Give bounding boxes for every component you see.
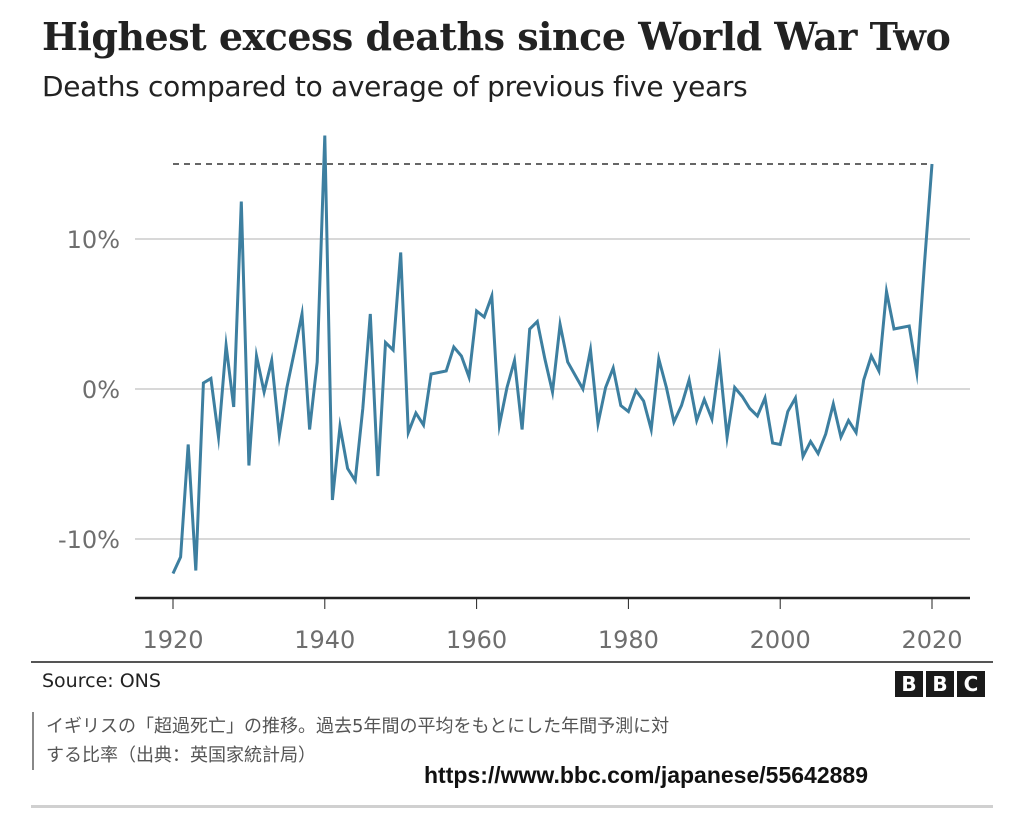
caption-line: イギリスの「超過死亡」の推移。過去5年間の平均をもとにした年間予測に対 (46, 716, 670, 737)
chart-card (31, 0, 993, 836)
x-tick-label: 1980 (598, 626, 659, 654)
x-axis: 1920 1940 1960 1980 2000 2020 (135, 596, 970, 654)
bottom-divider (31, 805, 993, 808)
footer-divider (31, 661, 993, 663)
bbc-logo: B B C (895, 671, 985, 697)
chart-title: Highest excess deaths since World War Tw… (42, 14, 951, 59)
line-chart: -10% 0% 10% 1920 1940 1960 1980 2000 2020 (58, 135, 970, 654)
x-tick-label: 2000 (750, 626, 811, 654)
y-tick-label: 10% (67, 226, 120, 254)
series-line (171, 135, 934, 575)
article-url: https://www.bbc.com/japanese/55642889 (424, 762, 868, 788)
japanese-caption: イギリスの「超過死亡」の推移。過去5年間の平均をもとにした年間予測に対 する比率… (32, 712, 846, 770)
bbc-logo-letter: B (895, 671, 923, 697)
y-tick-label: -10% (58, 526, 120, 554)
series-group (171, 135, 934, 575)
x-tick-label: 1940 (294, 626, 355, 654)
x-tick-label: 1920 (142, 626, 203, 654)
x-tick-label: 2020 (901, 626, 962, 654)
bbc-logo-letter: B (926, 671, 954, 697)
y-tick-label: 0% (82, 376, 120, 404)
source-label: Source: ONS (42, 670, 161, 692)
chart-subtitle: Deaths compared to average of previous f… (42, 70, 748, 103)
caption-line: する比率（出典：英国家統計局） (46, 745, 316, 766)
bbc-logo-letter: C (957, 671, 985, 697)
x-tick-label: 1960 (446, 626, 507, 654)
y-axis-labels: -10% 0% 10% (58, 226, 120, 554)
